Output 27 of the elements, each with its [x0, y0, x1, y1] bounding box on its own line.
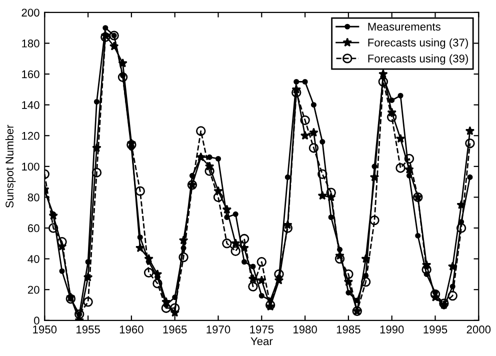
- x-tick-label: 2000: [466, 326, 491, 334]
- y-tick-label: 180: [22, 40, 40, 48]
- y-tick-label: 60: [28, 224, 40, 232]
- x-tick-label: 1995: [424, 326, 448, 334]
- y-tick-label: 140: [22, 101, 40, 109]
- y-tick-label: 20: [28, 286, 40, 294]
- y-axis-title: Sunspot Number: [5, 124, 16, 208]
- x-tick-label: 1975: [250, 326, 274, 334]
- y-tick-label: 80: [28, 193, 40, 202]
- y-tick-label: 40: [28, 255, 40, 263]
- y-tick-label: 200: [22, 8, 40, 17]
- x-tick-label: 1960: [120, 326, 144, 334]
- legend-label: Forecasts using (37): [368, 38, 468, 49]
- x-tick-label: 1985: [336, 326, 360, 334]
- legend-label: Forecasts using (39): [368, 54, 468, 65]
- x-axis-title: Year: [250, 337, 273, 346]
- y-tick-label: 100: [22, 162, 40, 171]
- x-tick-label: 1990: [380, 326, 404, 334]
- y-tick-label: 120: [22, 132, 40, 140]
- x-tick-label: 1965: [163, 326, 187, 334]
- x-tick-label: 1955: [76, 326, 100, 334]
- y-tick-label: 0: [34, 316, 40, 325]
- x-tick-label: 1950: [33, 326, 57, 334]
- x-tick-label: 1970: [206, 326, 230, 334]
- x-tick-label: 1980: [294, 326, 317, 334]
- legend-label: Measurements: [368, 22, 440, 31]
- y-tick-label: 160: [22, 70, 40, 78]
